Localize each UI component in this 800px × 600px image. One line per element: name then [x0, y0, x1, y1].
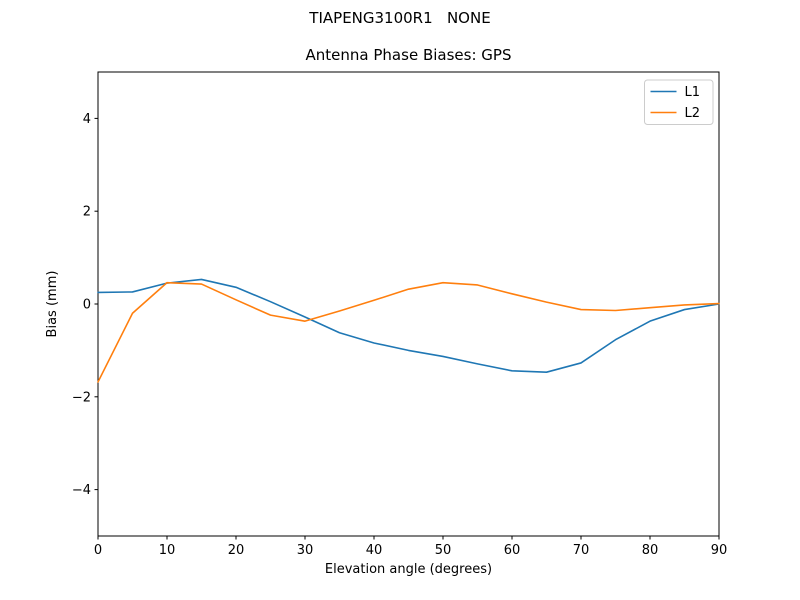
suptitle: TIAPENG3100R1 NONE [308, 9, 490, 27]
axes-title: Antenna Phase Biases: GPS [306, 46, 512, 64]
x-tick-label: 0 [94, 543, 102, 558]
x-tick-label: 60 [504, 543, 521, 558]
series-line-l1 [97, 278, 720, 374]
legend-label-l2: L2 [685, 106, 701, 121]
x-tick-label: 80 [642, 543, 659, 558]
legend-box [644, 79, 714, 125]
y-tick-label: 2 [83, 205, 91, 220]
legend-label-l1: L1 [685, 85, 701, 100]
x-tick-label: 30 [297, 543, 314, 558]
x-tick-label: 70 [573, 543, 590, 558]
y-tick-label: 0 [83, 298, 91, 313]
x-tick-label: 50 [435, 543, 452, 558]
series-line-l2 [97, 281, 720, 383]
x-tick-label: 40 [366, 543, 383, 558]
x-axis-label: Elevation angle (degrees) [325, 562, 492, 577]
x-tick-label: 90 [711, 543, 728, 558]
y-tick-label: 4 [83, 112, 91, 127]
y-axis-label: Bias (mm) [45, 271, 60, 338]
y-tick-label: −2 [72, 390, 91, 405]
plot-frame [97, 71, 720, 537]
x-tick-label: 20 [228, 543, 245, 558]
series-lines [97, 278, 720, 383]
y-tick-label: −4 [72, 483, 91, 498]
x-axis-ticks: 0 10 20 30 40 50 60 70 80 90 [94, 536, 727, 558]
y-axis-ticks: −4 −2 0 2 4 [72, 112, 98, 498]
x-tick-label: 10 [159, 543, 176, 558]
